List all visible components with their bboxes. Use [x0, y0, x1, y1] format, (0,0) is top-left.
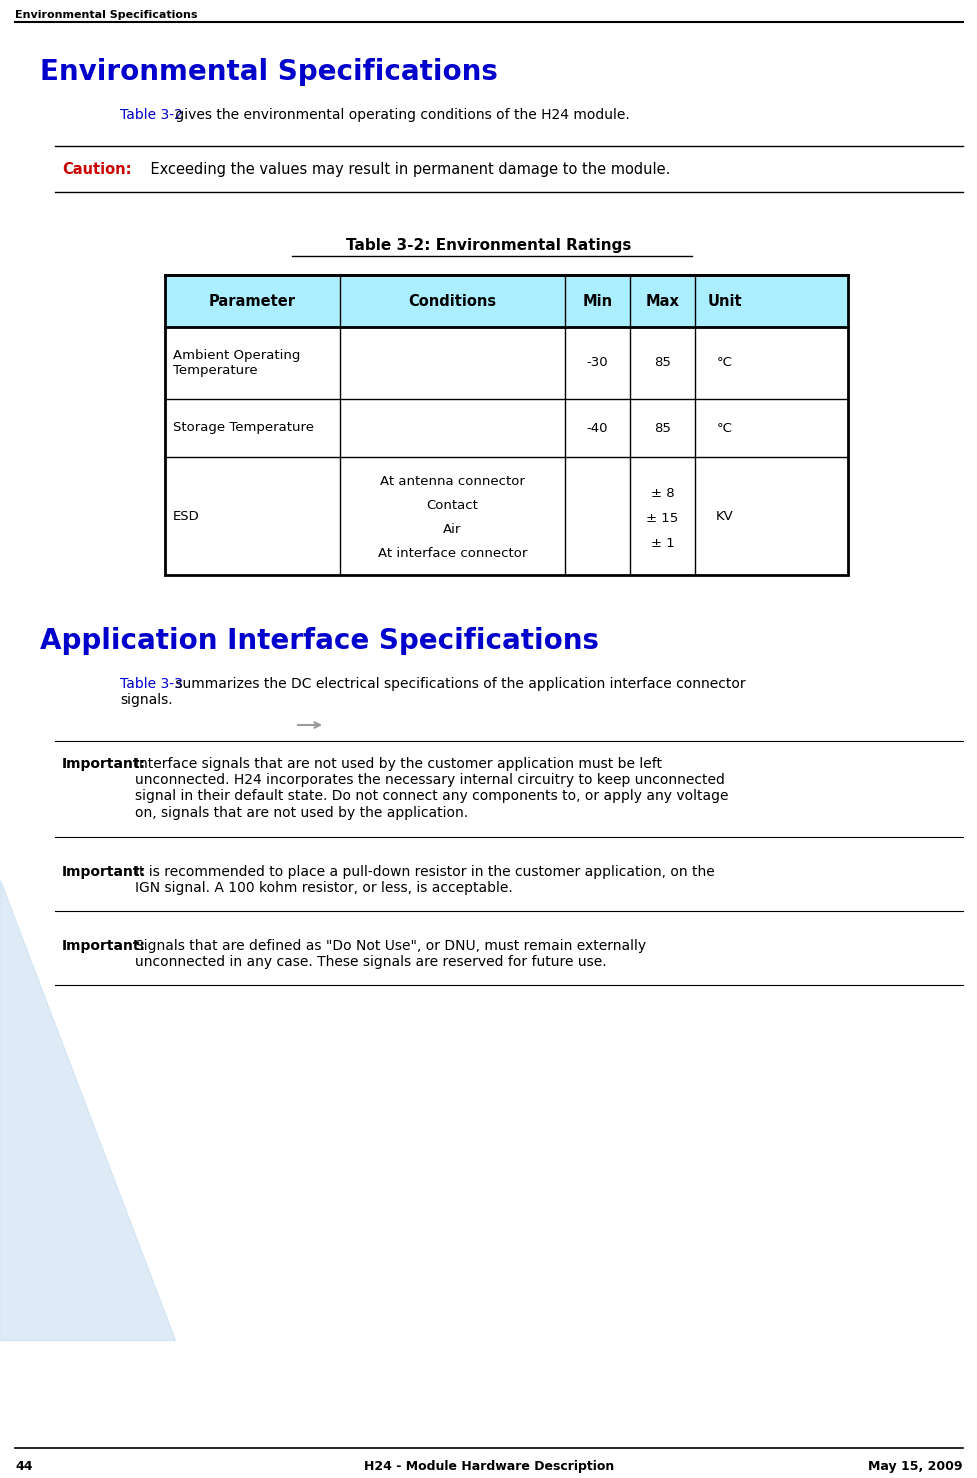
Text: Table 3-3: Table 3-3 — [120, 677, 183, 692]
Text: KV: KV — [715, 510, 733, 523]
Text: Environmental Specifications: Environmental Specifications — [40, 58, 497, 86]
Text: At antenna connector: At antenna connector — [380, 474, 525, 488]
Text: Important:: Important: — [62, 939, 146, 953]
Text: Interface signals that are not used by the customer application must be left
unc: Interface signals that are not used by t… — [135, 757, 728, 820]
Text: -40: -40 — [586, 421, 608, 435]
Text: °C: °C — [716, 356, 732, 370]
Text: Min: Min — [582, 294, 612, 309]
Text: Unit: Unit — [707, 294, 742, 309]
Bar — [165, 275, 847, 575]
Text: Important:: Important: — [62, 865, 146, 879]
Text: H24 - Module Hardware Description: H24 - Module Hardware Description — [363, 1460, 614, 1474]
Text: °C: °C — [716, 421, 732, 435]
Text: 85: 85 — [654, 421, 670, 435]
Polygon shape — [0, 879, 175, 1341]
Text: ± 15: ± 15 — [646, 511, 678, 525]
Text: Contact: Contact — [426, 500, 478, 511]
Text: ± 8: ± 8 — [650, 486, 673, 500]
Text: Max: Max — [645, 294, 679, 309]
Text: -30: -30 — [586, 356, 608, 370]
Text: Air: Air — [443, 523, 461, 537]
Bar — [165, 275, 847, 327]
Text: Important:: Important: — [62, 757, 146, 772]
Text: Conditions: Conditions — [408, 294, 496, 309]
Text: Ambient Operating
Temperature: Ambient Operating Temperature — [173, 349, 300, 377]
Text: ESD: ESD — [173, 510, 199, 523]
Text: ± 1: ± 1 — [650, 537, 674, 550]
Text: Environmental Specifications: Environmental Specifications — [15, 10, 197, 21]
Text: Caution:: Caution: — [62, 163, 131, 177]
Text: May 15, 2009: May 15, 2009 — [868, 1460, 962, 1474]
Text: Storage Temperature: Storage Temperature — [173, 421, 314, 435]
Text: summarizes the DC electrical specifications of the application interface connect: summarizes the DC electrical specificati… — [171, 677, 744, 692]
Text: Table 3-2: Environmental Ratings: Table 3-2: Environmental Ratings — [346, 238, 631, 253]
Text: gives the environmental operating conditions of the H24 module.: gives the environmental operating condit… — [171, 108, 629, 123]
Text: 85: 85 — [654, 356, 670, 370]
Text: Application Interface Specifications: Application Interface Specifications — [40, 627, 598, 655]
Text: Exceeding the values may result in permanent damage to the module.: Exceeding the values may result in perma… — [132, 163, 669, 177]
Text: Table 3-2: Table 3-2 — [120, 108, 183, 123]
Text: It is recommended to place a pull-down resistor in the customer application, on : It is recommended to place a pull-down r… — [135, 865, 714, 896]
Text: At interface connector: At interface connector — [377, 547, 527, 560]
Text: 44: 44 — [15, 1460, 32, 1474]
Text: signals.: signals. — [120, 693, 173, 706]
Text: Signals that are defined as "Do Not Use", or DNU, must remain externally
unconne: Signals that are defined as "Do Not Use"… — [135, 939, 646, 970]
Text: Parameter: Parameter — [209, 294, 296, 309]
